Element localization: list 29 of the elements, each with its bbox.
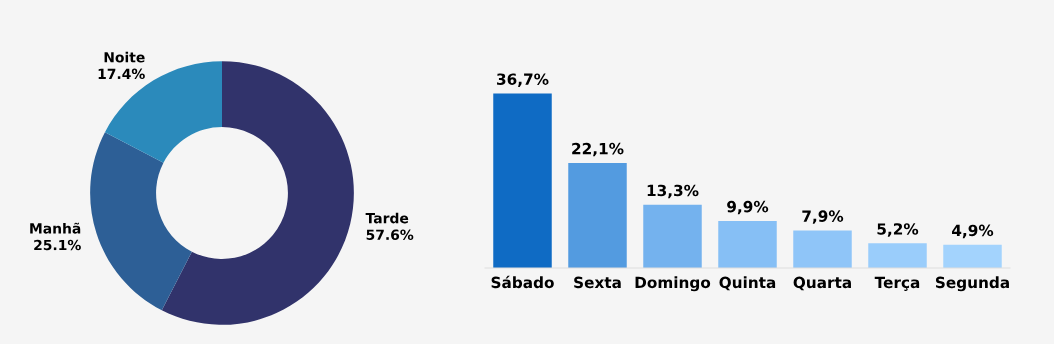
bar [718, 220, 777, 268]
slice-label: Manhã [30, 222, 81, 234]
data-label: 7,9% [802, 210, 844, 224]
x-tick-label: Sexta [574, 276, 621, 289]
data-label: 17.4% [98, 68, 145, 80]
bar [493, 93, 552, 268]
x-tick-label: Domingo [635, 276, 711, 292]
data-label: 13,3% [647, 184, 699, 199]
bar [568, 162, 627, 268]
x-tick-label: Sábado [491, 275, 554, 289]
data-label: 4,9% [952, 224, 994, 239]
slice-label: Noite [104, 51, 145, 63]
data-label: 25.1% [34, 239, 81, 251]
bar [643, 204, 702, 268]
data-label: 9,9% [727, 200, 769, 215]
x-tick-label: Segunda [935, 276, 1009, 292]
slice-label: Tarde [365, 212, 409, 224]
bar [943, 244, 1002, 268]
x-tick-label: Terça [874, 276, 920, 291]
data-label: 5,2% [877, 223, 919, 237]
donut-slice [161, 61, 354, 325]
data-label: 57.6% [366, 229, 414, 241]
bar [793, 230, 852, 268]
x-tick-label: Quarta [793, 276, 851, 291]
data-label: 22,1% [572, 142, 624, 157]
bar [868, 243, 927, 268]
data-label: 36,7% [497, 73, 549, 87]
x-tick-label: Quinta [719, 276, 776, 291]
donut-slice [90, 132, 192, 311]
